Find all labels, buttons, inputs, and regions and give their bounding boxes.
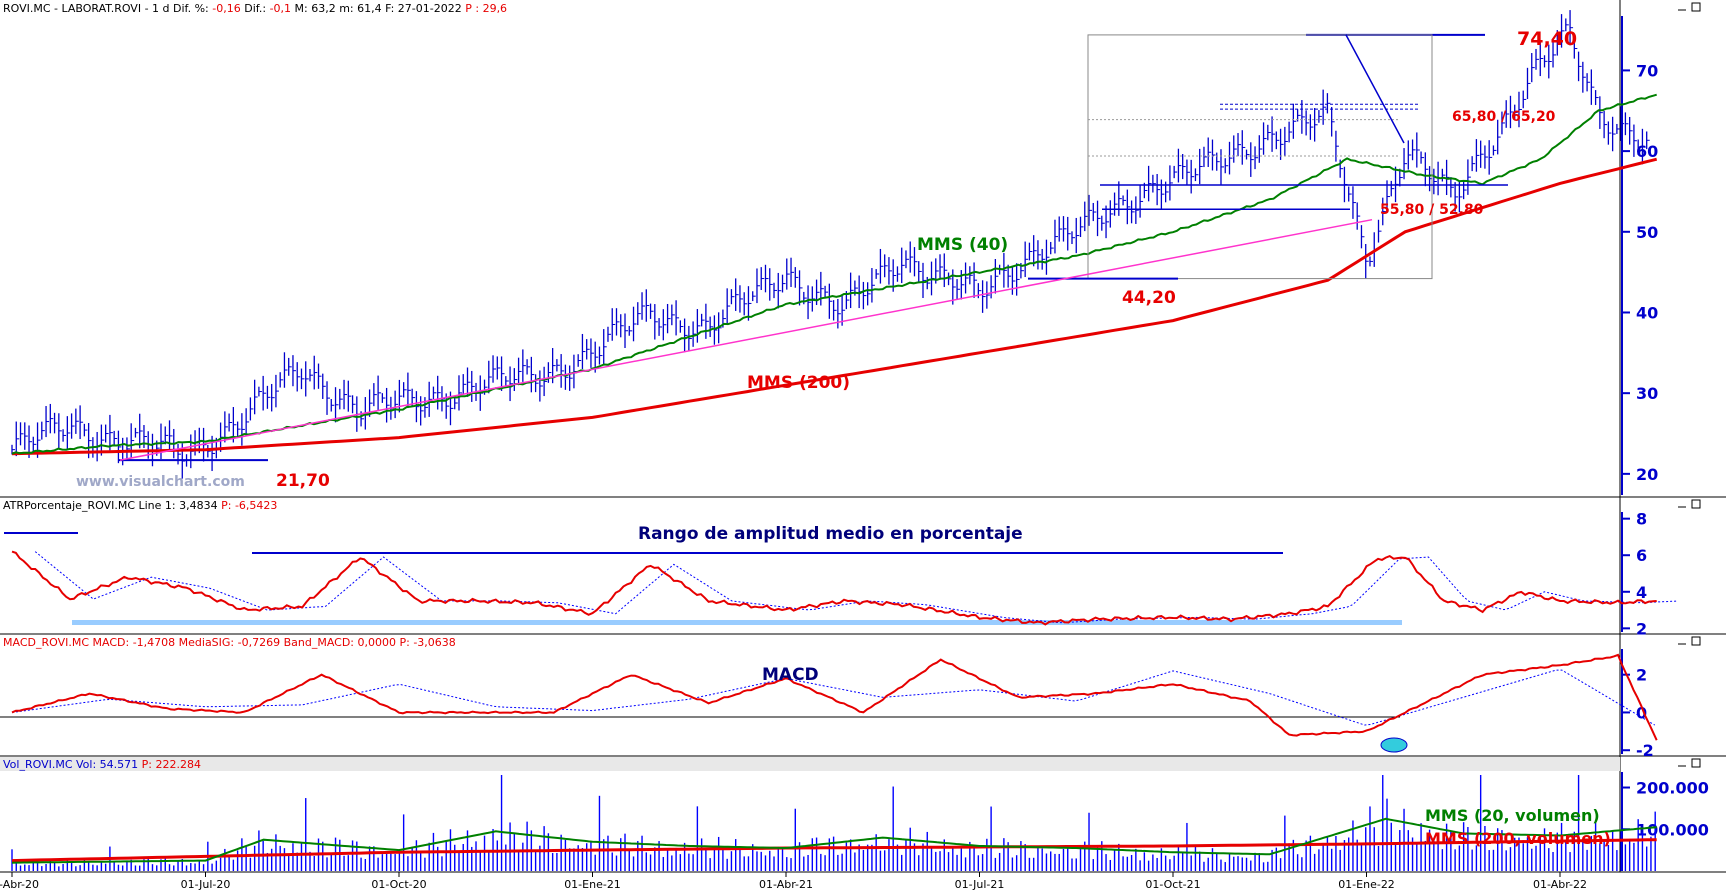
support-label: 55,80 / 52,80 xyxy=(1380,202,1484,218)
macd-tick-label: -2 xyxy=(1636,741,1654,760)
vol-y-axis: 100.000 200.000 xyxy=(1621,772,1709,871)
vol-mms200-label: MMS (200, volumen) xyxy=(1425,829,1611,848)
price-tick-label: 60 xyxy=(1636,142,1658,161)
price-tick-label: 30 xyxy=(1636,384,1658,403)
mms200-line xyxy=(11,157,1658,456)
down-trend-line xyxy=(1345,34,1405,144)
gap-box xyxy=(1087,34,1433,280)
vol-header: Vol_ROVI.MC Vol: 54.571 P: 222.284 xyxy=(3,758,201,771)
x-tick-label: 01-Oct-21 xyxy=(1145,878,1200,891)
gap-low-label: 44,20 xyxy=(1122,288,1176,308)
price-tick-label: 70 xyxy=(1636,61,1658,80)
price-y-axis: 20 30 40 50 60 70 xyxy=(1621,16,1658,495)
atr-tick-label: 6 xyxy=(1636,546,1647,565)
price-header: ROVI.MC - LABORAT.ROVI - 1 d Dif. %: -0,… xyxy=(3,2,507,15)
high-label: 74,40 xyxy=(1517,28,1577,50)
macd-tick-label: 0 xyxy=(1636,703,1647,722)
vol-mms20-line xyxy=(11,817,1657,864)
atr-y-axis: 2 4 6 8 xyxy=(1621,510,1647,638)
x-tick-label: 01-Abr-20 xyxy=(0,878,39,891)
macd-title: MACD xyxy=(762,665,819,685)
window-controls xyxy=(1678,2,1701,768)
macd-signal-line xyxy=(11,669,1656,726)
x-tick-label: 01-Ene-21 xyxy=(564,878,621,891)
x-tick-label: 01-Abr-21 xyxy=(759,878,813,891)
mms40-label: MMS (40) xyxy=(917,235,1008,255)
macd-y-axis: -2 0 2 xyxy=(1621,649,1654,760)
x-tick-label: 01-Abr-22 xyxy=(1533,878,1587,891)
resist-label: 65,80 / 65,20 xyxy=(1452,109,1556,125)
watermark: www.visualchart.com xyxy=(76,474,245,490)
x-axis: 01-Abr-20 01-Jul-20 01-Oct-20 01-Ene-21 01-A… xyxy=(0,872,1587,891)
macd-tick-label: 2 xyxy=(1636,666,1647,685)
x-tick-label: 01-Ene-22 xyxy=(1338,878,1395,891)
atr-baseline-band xyxy=(72,620,1402,625)
price-tick-label: 40 xyxy=(1636,303,1658,322)
price-levels xyxy=(118,33,1508,462)
macd-highlight-marker xyxy=(1380,737,1408,753)
macd-header: MACD_ROVI.MC MACD: -1,4708 MediaSIG: -0,… xyxy=(3,636,456,649)
price-tick-label: 20 xyxy=(1636,465,1658,484)
long-trend-line xyxy=(119,218,1373,461)
x-tick-label: 01-Jul-20 xyxy=(181,878,231,891)
price-maximize-icon[interactable] xyxy=(1691,2,1701,12)
atr-tick-label: 2 xyxy=(1636,619,1647,638)
x-tick-label: 01-Jul-21 xyxy=(955,878,1005,891)
atr-header: ATRPorcentaje_ROVI.MC Line 1: 3,4834 P: … xyxy=(3,499,277,512)
atr-tick-label: 8 xyxy=(1636,510,1647,529)
atr-tick-label: 4 xyxy=(1636,583,1647,602)
vol-tick-label: 100.000 xyxy=(1636,820,1709,839)
vol-tick-label: 200.000 xyxy=(1636,779,1709,798)
atr-maximize-icon[interactable] xyxy=(1691,499,1701,509)
macd-maximize-icon[interactable] xyxy=(1691,636,1701,646)
atr-line xyxy=(11,550,1657,626)
vol-mms20-label: MMS (20, volumen) xyxy=(1425,806,1600,825)
start-low-label: 21,70 xyxy=(276,471,330,491)
vol-maximize-icon[interactable] xyxy=(1691,758,1701,768)
x-tick-label: 01-Oct-20 xyxy=(371,878,426,891)
mms40-line xyxy=(11,93,1657,455)
macd-line xyxy=(11,653,1658,741)
mms200-label: MMS (200) xyxy=(747,373,850,393)
price-tick-label: 50 xyxy=(1636,223,1658,242)
atr-title: Rango de amplitud medio en porcentaje xyxy=(638,524,1023,544)
vol-mms200-line xyxy=(11,838,1657,863)
